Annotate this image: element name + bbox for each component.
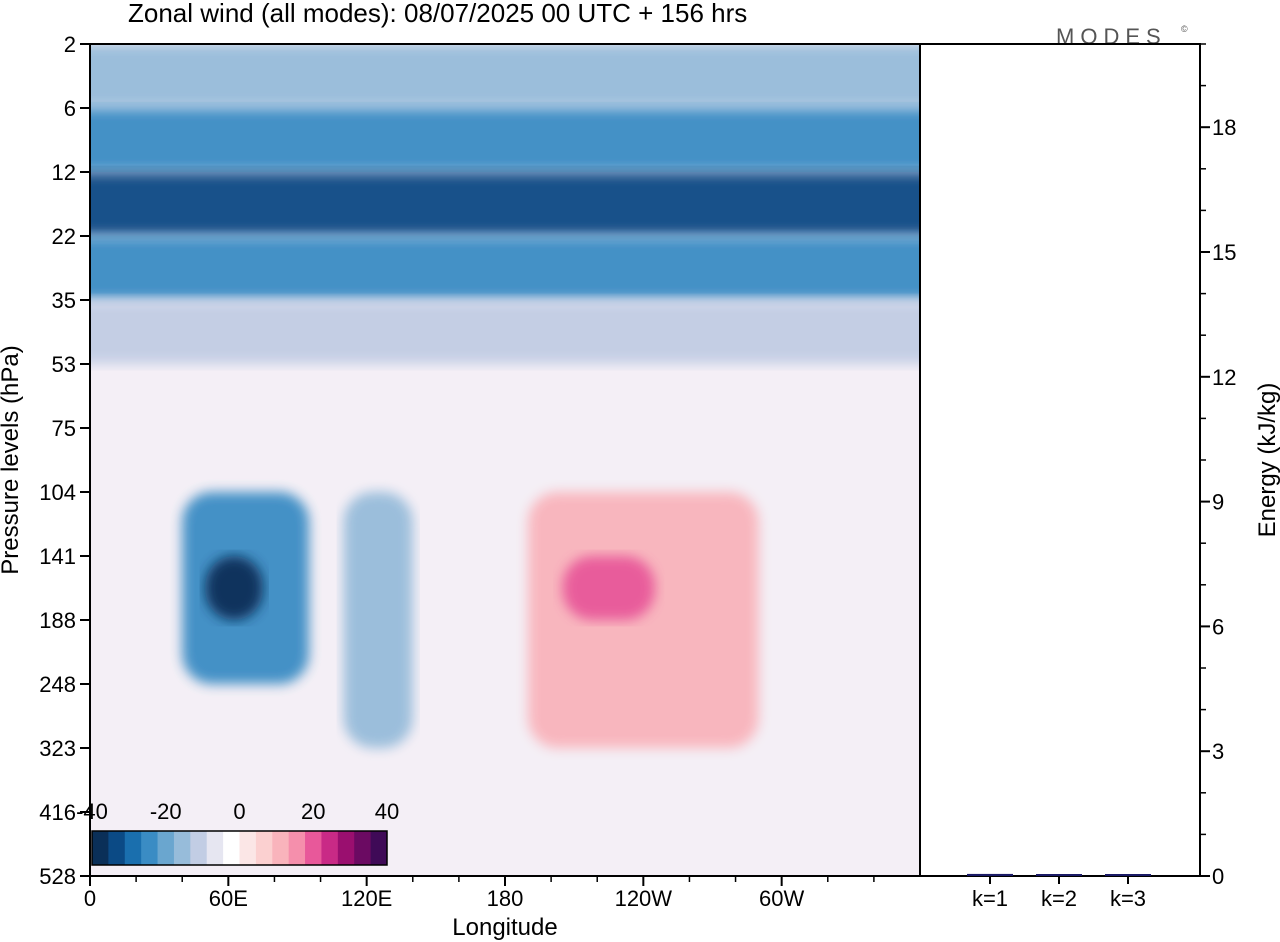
energy-tick-label: 3 [1212, 739, 1224, 764]
colorbar-swatch [173, 831, 191, 865]
energy-tick-label: 6 [1212, 614, 1224, 639]
x-tick-label: 0 [84, 886, 96, 911]
energy-tick-label: 15 [1212, 240, 1236, 265]
colorbar-tick-label: -40 [76, 799, 108, 824]
energy-bar-k=3 [1105, 874, 1151, 876]
y-tick-label: 2 [64, 32, 76, 57]
colorbar-swatch [124, 831, 142, 865]
colorbar-tick-label: 20 [301, 799, 325, 824]
y-tick-label: 248 [39, 672, 76, 697]
bar-panel-frame [919, 43, 1201, 877]
colorbar-swatch [321, 831, 339, 865]
colorbar-swatch [206, 831, 224, 865]
heatmap-y-axis: 2 6 12 22 35 53 75 104 141 188 248 323 416 528 [39, 32, 90, 889]
colorbar-swatch [255, 831, 273, 865]
colorbar-swatch [108, 831, 126, 865]
y-tick-label: 416 [39, 800, 76, 825]
y-tick-label: 12 [52, 160, 76, 185]
y-tick-label: 104 [39, 480, 76, 505]
x-tick-label: 120E [341, 886, 392, 911]
colorbar-tick-label: 0 [233, 799, 245, 824]
energy-x-axis: k=1 k=2 k=3 [972, 876, 1146, 911]
heatmap-x-axis: 0 60E 120E 180 120W 60W [84, 876, 875, 911]
colorbar-swatch [370, 831, 388, 865]
energy-y-axis: 0 3 6 9 12 15 18 [1200, 43, 1236, 889]
colorbar-swatch [288, 831, 306, 865]
energy-tick-label: 0 [1212, 864, 1224, 889]
energy-axis-label: Energy (kJ/kg) [1254, 383, 1280, 538]
colorbar-swatch [157, 831, 175, 865]
y-tick-label: 323 [39, 736, 76, 761]
colorbar-swatch [92, 831, 109, 865]
colorbar-swatch [141, 831, 159, 865]
heatmap-region-2 [90, 172, 920, 236]
colorbar-swatch [239, 831, 257, 865]
heatmap-region-9 [562, 556, 655, 620]
y-tick-label: 188 [39, 608, 76, 633]
heatmap-region-3 [90, 236, 920, 300]
x-axis-label: Longitude [452, 914, 557, 941]
y-tick-label: 141 [39, 544, 76, 569]
x-tick-label: 60W [759, 886, 804, 911]
colorbar-frame [91, 830, 388, 866]
y-tick-label: 22 [52, 224, 76, 249]
heatmap-region-6 [205, 556, 263, 620]
energy-x-tick-label: k=2 [1041, 886, 1077, 911]
heatmap-region-1 [90, 108, 920, 172]
colorbar-swatch [305, 831, 322, 865]
y-tick-label: 6 [64, 96, 76, 121]
energy-x-tick-label: k=1 [972, 886, 1008, 911]
y-tick-label: 75 [52, 416, 76, 441]
x-tick-label: 180 [487, 886, 524, 911]
heatmap-region-8 [528, 492, 759, 748]
heatmap-regions [90, 44, 920, 748]
colorbar: -40 -20 0 20 40 [76, 799, 399, 866]
colorbar-tick-label: -20 [150, 799, 182, 824]
y-tick-label: 528 [39, 864, 76, 889]
heatmap-region-4 [90, 300, 920, 364]
brand-mark: © [1181, 24, 1188, 34]
energy-bar-k=1 [967, 873, 1013, 876]
colorbar-tick-label: 40 [375, 799, 399, 824]
y-axis-label: Pressure levels (hPa) [0, 345, 24, 574]
energy-bar-k=2 [1036, 874, 1082, 876]
y-tick-label: 53 [52, 352, 76, 377]
energy-x-tick-label: k=3 [1110, 886, 1146, 911]
x-tick-label: 120W [615, 886, 673, 911]
energy-bars [967, 873, 1151, 876]
heatmap-panel [90, 44, 920, 876]
colorbar-swatch [190, 831, 208, 865]
colorbar-swatch [354, 831, 372, 865]
colorbar-swatch [223, 831, 240, 865]
colorbar-swatch [337, 831, 355, 865]
chart-title: Zonal wind (all modes): 08/07/2025 00 UT… [128, 0, 747, 28]
energy-tick-label: 9 [1212, 490, 1224, 515]
heatmap-region-7 [343, 492, 413, 748]
colorbar-swatch [272, 831, 290, 865]
energy-tick-label: 12 [1212, 365, 1236, 390]
x-tick-label: 60E [209, 886, 248, 911]
energy-tick-label: 18 [1212, 115, 1236, 140]
y-tick-label: 35 [52, 288, 76, 313]
heatmap-region-0 [90, 44, 920, 108]
